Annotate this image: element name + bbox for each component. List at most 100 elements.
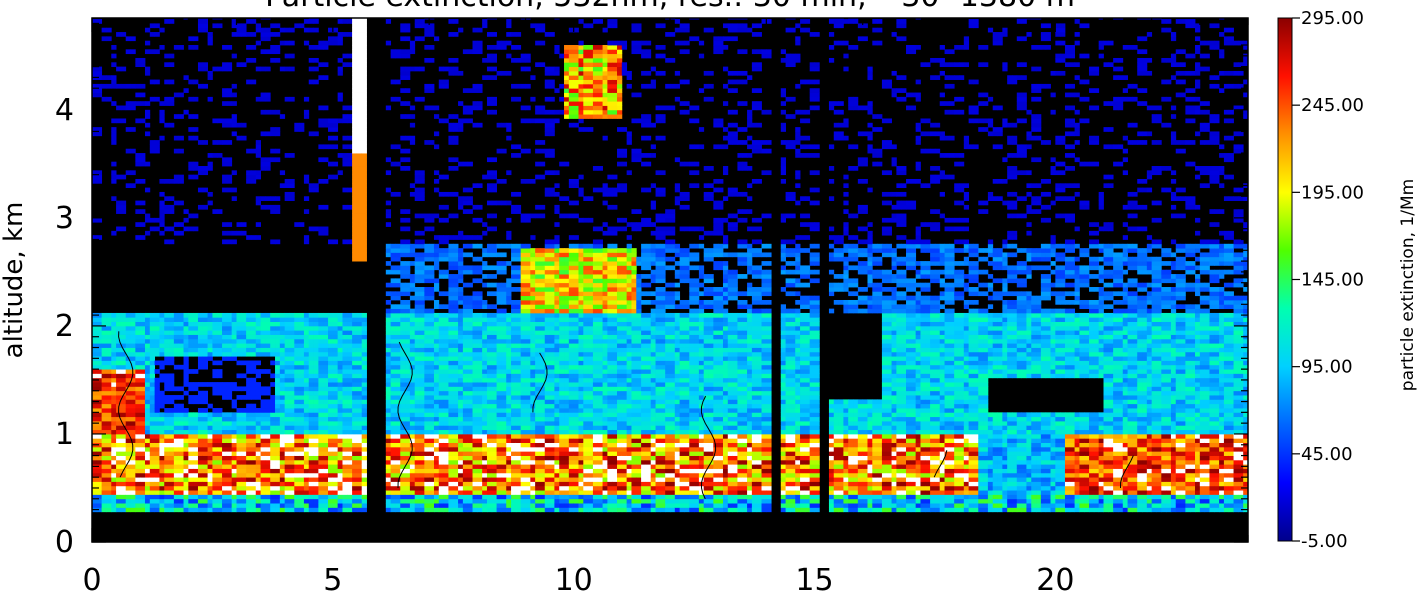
heatmap-cell: [453, 191, 459, 197]
heatmap-cell: [188, 334, 194, 340]
heatmap-cell: [197, 140, 204, 145]
heatmap-cell: [154, 412, 160, 418]
heatmap-cell: [458, 204, 464, 210]
heatmap-cell: [443, 459, 449, 465]
heatmap-cell: [405, 468, 411, 474]
heatmap-cell: [438, 325, 445, 331]
heatmap-cell: [400, 53, 406, 59]
heatmap-cell: [236, 455, 242, 461]
heatmap-cell: [361, 464, 367, 469]
heatmap-cell: [207, 503, 213, 508]
heatmap-cell: [313, 343, 319, 348]
heatmap-cell: [236, 317, 242, 322]
heatmap-cell: [400, 75, 406, 80]
heatmap-cell: [289, 360, 295, 366]
heatmap-cell: [356, 338, 363, 344]
heatmap-cell: [400, 338, 406, 344]
heatmap-cell: [197, 356, 204, 361]
heatmap-cell: [448, 451, 454, 456]
heatmap-cell: [164, 196, 170, 201]
heatmap-cell: [260, 343, 266, 348]
heatmap-cell: [328, 429, 334, 435]
heatmap-cell: [438, 377, 445, 383]
heatmap-cell: [361, 66, 367, 72]
heatmap-cell: [289, 377, 295, 383]
heatmap-cell: [250, 334, 257, 340]
heatmap-cell: [453, 291, 459, 297]
heatmap-cell: [207, 446, 213, 452]
heatmap-cell: [202, 334, 208, 340]
heatmap-cell: [400, 239, 406, 245]
heatmap-cell: [207, 438, 213, 443]
heatmap-cell: [405, 477, 411, 482]
heatmap-cell: [250, 312, 257, 318]
heatmap-cell: [323, 498, 329, 504]
heatmap-cell: [496, 455, 502, 461]
heatmap-cell: [154, 399, 160, 405]
heatmap-cell: [332, 459, 339, 465]
heatmap-cell: [154, 23, 160, 29]
heatmap-cell: [501, 416, 507, 422]
heatmap-cell: [443, 490, 449, 495]
heatmap-cell: [250, 364, 257, 370]
heatmap-cell: [356, 161, 363, 167]
heatmap-cell: [462, 477, 469, 482]
heatmap-cell: [197, 472, 204, 478]
heatmap-cell: [453, 481, 459, 487]
heatmap-cell: [270, 109, 276, 115]
heatmap-cell: [116, 459, 122, 465]
heatmap-cell: [164, 477, 170, 482]
heatmap-cell: [347, 364, 353, 370]
heatmap-cell: [308, 19, 314, 24]
heatmap-cell: [332, 27, 339, 33]
heatmap-cell: [352, 32, 358, 37]
heatmap-cell: [352, 451, 358, 456]
heatmap-cell: [111, 494, 117, 500]
heatmap-cell: [395, 49, 401, 55]
heatmap-cell: [332, 127, 339, 132]
heatmap-cell: [159, 442, 165, 448]
heatmap-cell: [323, 433, 329, 439]
heatmap-cell: [275, 477, 281, 482]
heatmap-cell: [448, 70, 454, 76]
heatmap-cell: [429, 347, 435, 353]
heatmap-cell: [241, 343, 247, 348]
heatmap-cell: [323, 178, 329, 184]
heatmap-cell: [409, 425, 416, 431]
heatmap-cell: [477, 122, 483, 128]
heatmap-cell: [140, 356, 146, 361]
heatmap-cell: [385, 360, 392, 366]
heatmap-cell: [169, 334, 175, 340]
heatmap-cell: [491, 494, 497, 500]
heatmap-cell: [92, 403, 98, 409]
heatmap-cell: [135, 321, 141, 327]
heatmap-cell: [120, 66, 127, 72]
heatmap-cell: [429, 321, 435, 327]
heatmap-cell: [149, 347, 156, 353]
heatmap-cell: [135, 83, 141, 89]
heatmap-cell: [135, 403, 141, 409]
heatmap-cell: [352, 204, 358, 210]
heatmap-cell: [419, 369, 425, 374]
heatmap-cell: [458, 420, 464, 426]
heatmap-cell: [491, 459, 497, 465]
heatmap-cell: [395, 304, 401, 310]
heatmap-cell: [279, 334, 286, 340]
heatmap-cell: [361, 36, 367, 42]
heatmap-cell: [222, 45, 228, 50]
heatmap-cell: [419, 446, 425, 452]
heatmap-cell: [347, 429, 353, 435]
heatmap-cell: [111, 140, 117, 145]
heatmap-cell: [144, 408, 151, 413]
heatmap-cell: [308, 390, 314, 396]
heatmap-cell: [409, 282, 416, 288]
heatmap-cell: [149, 464, 156, 469]
heatmap-cell: [193, 464, 199, 469]
heatmap-cell: [92, 433, 98, 439]
heatmap-cell: [501, 330, 507, 335]
heatmap-cell: [491, 420, 497, 426]
heatmap-cell: [323, 62, 329, 68]
heatmap-cell: [323, 408, 329, 413]
heatmap-cell: [472, 83, 478, 89]
heatmap-cell: [332, 412, 339, 418]
